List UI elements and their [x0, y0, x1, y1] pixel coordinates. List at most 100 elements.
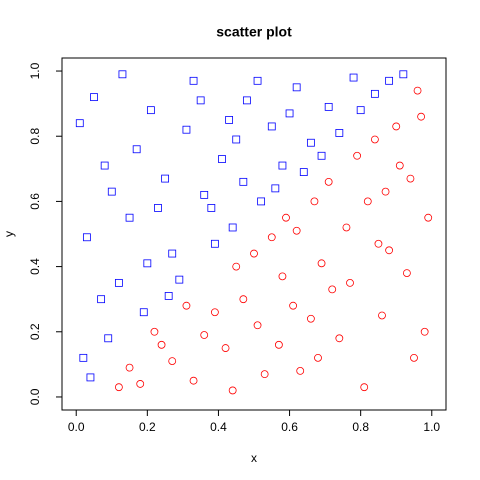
point	[335, 129, 344, 137]
point	[385, 76, 394, 85]
point	[189, 76, 198, 85]
point	[399, 70, 408, 79]
point	[328, 285, 337, 294]
point	[150, 327, 159, 336]
point	[267, 122, 276, 131]
point	[114, 383, 123, 392]
point	[370, 89, 379, 98]
point	[253, 76, 262, 85]
point	[356, 106, 365, 115]
point	[324, 177, 333, 186]
point	[161, 174, 170, 183]
x-tick-label: 0.2	[139, 420, 156, 434]
point	[239, 295, 248, 304]
x-tick-label: 0.8	[352, 420, 369, 434]
point	[125, 363, 134, 372]
point	[324, 102, 333, 111]
x-axis-label: x	[251, 451, 257, 465]
point	[410, 353, 418, 362]
point	[306, 138, 315, 147]
point	[232, 135, 241, 144]
point	[342, 223, 351, 232]
point	[424, 213, 433, 222]
point	[143, 259, 152, 268]
point	[335, 334, 344, 343]
y-tick-label: 0.0	[28, 388, 42, 405]
point	[182, 301, 191, 310]
y-tick-label: 0.4	[28, 258, 42, 275]
point	[285, 109, 294, 118]
point	[228, 386, 237, 395]
point	[260, 370, 269, 379]
point	[136, 380, 145, 388]
y-axis-label: y	[2, 231, 16, 237]
point	[292, 226, 301, 235]
point	[168, 357, 177, 366]
point	[374, 239, 383, 248]
point	[378, 311, 386, 320]
point	[392, 122, 401, 131]
point	[370, 135, 379, 144]
point	[232, 262, 241, 271]
x-tick-label: 0.6	[281, 420, 298, 434]
point	[395, 161, 404, 170]
chart-title: scatter plot	[216, 24, 292, 40]
point	[360, 383, 369, 392]
point	[353, 151, 362, 160]
point	[349, 73, 358, 82]
point	[299, 168, 308, 176]
point	[282, 213, 290, 222]
y-tick-label: 0.2	[28, 323, 42, 340]
x-tick-label: 0.4	[210, 420, 227, 434]
point	[420, 327, 429, 336]
point	[132, 145, 141, 154]
point	[317, 151, 326, 160]
point	[182, 125, 191, 134]
point	[278, 161, 287, 170]
point	[97, 295, 106, 304]
point	[200, 331, 209, 339]
point	[118, 70, 127, 79]
point	[218, 155, 226, 163]
point	[363, 197, 372, 206]
point	[79, 353, 88, 362]
point	[86, 373, 95, 382]
point	[168, 249, 177, 258]
point	[104, 334, 113, 343]
point	[207, 204, 216, 212]
y-tick-label: 0.6	[28, 193, 42, 210]
point	[381, 187, 390, 196]
point	[413, 86, 422, 95]
y-tick-label: 0.8	[28, 128, 42, 145]
point	[175, 275, 184, 284]
point	[242, 96, 251, 105]
point	[146, 106, 155, 115]
point	[253, 321, 262, 330]
point	[250, 249, 258, 258]
point	[346, 278, 354, 287]
point	[210, 308, 219, 317]
point	[196, 96, 205, 105]
point	[239, 177, 248, 186]
point	[296, 366, 305, 375]
point	[257, 197, 266, 206]
point	[210, 239, 219, 248]
point	[154, 204, 162, 212]
point	[189, 376, 198, 385]
point	[90, 93, 98, 102]
point	[292, 83, 301, 92]
point	[139, 308, 148, 317]
point	[157, 340, 166, 349]
point	[100, 161, 109, 170]
point	[289, 301, 298, 310]
point	[406, 174, 415, 183]
point	[114, 278, 123, 287]
point	[317, 259, 326, 268]
point	[267, 233, 276, 242]
point	[385, 246, 394, 255]
point	[310, 197, 319, 206]
point	[271, 184, 280, 193]
